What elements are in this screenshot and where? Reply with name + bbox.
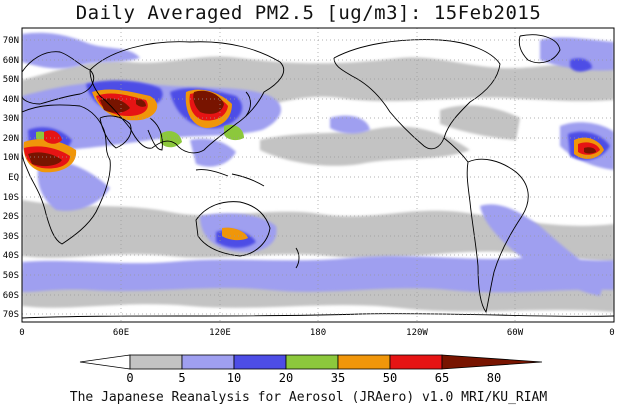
lon-tick-label: 60W: [507, 328, 524, 338]
lon-tick-label: 120E: [209, 328, 231, 338]
colorbar-segment: [389, 354, 443, 370]
colorbar-label: 10: [227, 371, 241, 385]
lat-tick-label: 60S: [3, 291, 19, 301]
lon-tick-label: 180: [310, 328, 326, 338]
lat-tick-label: 50S: [3, 271, 19, 281]
lon-tick-label: 0: [19, 328, 24, 338]
lat-tick-label: 30N: [3, 114, 19, 124]
colorbar-label: 50: [383, 371, 397, 385]
lat-tick-label: 50N: [3, 75, 19, 85]
lon-tick-label: 0: [609, 328, 614, 338]
colorbar-label: 20: [279, 371, 293, 385]
lat-tick-label: 40N: [3, 95, 19, 105]
lat-tick-label: 60N: [3, 56, 19, 66]
colorbar-label: 65: [435, 371, 449, 385]
data-source-caption: The Japanese Reanalysis for Aerosol (JRA…: [69, 390, 548, 405]
colorbar-segment: [181, 354, 235, 370]
colorbar-label: 35: [331, 371, 345, 385]
lat-tick-label: 10S: [3, 193, 19, 203]
lat-tick-label: 20S: [3, 212, 19, 222]
colorbar-upper-arrow: [441, 354, 543, 370]
colorbar-lower-arrow: [79, 354, 131, 370]
longitude-axis: 0 60E 120E 180 120W 60W 0: [19, 328, 614, 338]
colorbar-label: 0: [126, 371, 133, 385]
map-title: Daily Averaged PM2.5 [ug/m3]: 15Feb2015: [75, 2, 542, 24]
lat-tick-label: 30S: [3, 232, 19, 242]
latitude-axis: 70N 60N 50N 40N 30N 20N 10N EQ 10S 20S 3…: [3, 36, 19, 320]
plot-frame: [21, 27, 615, 323]
concentration-field: [22, 28, 614, 322]
lat-tick-label: 40S: [3, 251, 19, 261]
lat-tick-label: 70S: [3, 310, 19, 320]
colorbar: 0 5 10 20 35 50 65 80: [79, 354, 543, 385]
grid-lines: [22, 28, 614, 322]
lat-tick-label: 70N: [3, 36, 19, 46]
colorbar-segment: [233, 354, 287, 370]
colorbar-segment: [337, 354, 391, 370]
colorbar-segment: [129, 354, 183, 370]
colorbar-label: 5: [178, 371, 185, 385]
colorbar-segment: [285, 354, 339, 370]
lat-tick-label: EQ: [8, 173, 19, 183]
lon-tick-label: 60E: [113, 328, 129, 338]
lat-tick-label: 20N: [3, 134, 19, 144]
lon-tick-label: 120W: [406, 328, 428, 338]
colorbar-label: 80: [487, 371, 501, 385]
lat-tick-label: 10N: [3, 153, 19, 163]
